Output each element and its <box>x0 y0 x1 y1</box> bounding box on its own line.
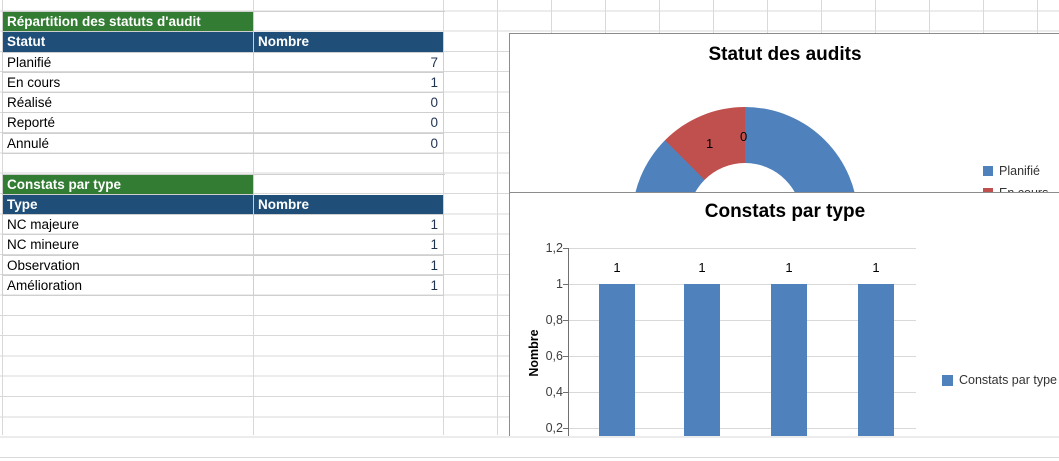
bar-data-label: 1 <box>872 260 880 275</box>
header-nombre[interactable]: Nombre <box>254 194 444 216</box>
table-row: NC majeure 1 <box>3 215 445 236</box>
table-row: Annulé 0 <box>3 133 445 155</box>
cell-statut[interactable]: Annulé <box>3 133 254 155</box>
header-nombre[interactable]: Nombre <box>254 32 444 53</box>
column-gridline <box>497 0 498 435</box>
legend-swatch-constats-icon <box>942 374 953 386</box>
table-row: Planifié 7 <box>3 52 445 73</box>
cell-nombre[interactable]: 1 <box>254 72 444 94</box>
y-tick-label: 0,4 <box>545 385 563 399</box>
bar-observation <box>771 284 807 436</box>
legend-item-planifie: Planifié <box>983 164 1040 178</box>
cell-statut[interactable]: Planifié <box>3 52 254 73</box>
bar-data-label: 1 <box>698 260 706 275</box>
legend-item-constats: Constats par type <box>942 373 1057 387</box>
y-axis-tick <box>563 392 568 393</box>
pie-data-label-zero: 0 <box>740 129 748 144</box>
bar-chart-title: Constats par type <box>704 201 866 222</box>
y-axis-tick <box>563 356 568 357</box>
table-title-row: Répartition des statuts d'audit <box>3 12 445 33</box>
y-axis-tick <box>563 248 568 249</box>
cell-nombre[interactable]: 1 <box>254 235 444 256</box>
table-row: Amélioration 1 <box>3 275 445 297</box>
bar-amelioration <box>858 284 894 436</box>
legend-swatch-planifie-icon <box>983 166 993 176</box>
y-tick-label: 1,2 <box>545 241 563 255</box>
cell-statut[interactable]: En cours <box>3 72 254 94</box>
cell-nombre[interactable]: 1 <box>254 215 444 236</box>
header-type[interactable]: Type <box>3 194 254 216</box>
cell-type[interactable]: Amélioration <box>3 275 254 297</box>
cell-nombre[interactable]: 0 <box>254 133 444 155</box>
y-tick-label: 0,6 <box>545 349 563 363</box>
bar-data-label: 1 <box>613 260 621 275</box>
cell-nombre[interactable]: 1 <box>254 255 444 276</box>
table-header-row: Type Nombre <box>3 194 445 216</box>
cell-type[interactable]: Observation <box>3 255 254 276</box>
y-axis-tick <box>563 284 568 285</box>
y-tick-label: 0,2 <box>545 421 563 435</box>
y-axis-tick <box>563 320 568 321</box>
cell-type[interactable]: NC majeure <box>3 215 254 236</box>
cell-type[interactable]: NC mineure <box>3 235 254 256</box>
gridline <box>568 356 916 357</box>
pie-chart-statut-des-audits[interactable]: Statut des audits 1 0 Planifié En cours <box>509 33 1059 193</box>
legend-label-planifie: Planifié <box>999 164 1040 178</box>
table-title-cell[interactable]: Répartition des statuts d'audit <box>3 12 254 33</box>
pie-data-label-en-cours: 1 <box>706 136 714 151</box>
bar-data-label: 1 <box>785 260 793 275</box>
pie-chart-title: Statut des audits <box>708 44 862 65</box>
cell-nombre[interactable]: 0 <box>254 93 444 114</box>
gridline <box>568 428 916 429</box>
table-row: En cours 1 <box>3 72 445 94</box>
y-tick-label: 0,8 <box>545 313 563 327</box>
header-statut[interactable]: Statut <box>3 32 254 53</box>
table-constats-par-type: Constats par type Type Nombre NC majeure… <box>2 173 445 297</box>
table-row: Réalisé 0 <box>3 93 445 114</box>
cell-nombre[interactable]: 0 <box>254 113 444 134</box>
legend-item-en-cours: En cours <box>983 186 1048 193</box>
gridline <box>568 284 916 285</box>
gridline <box>568 392 916 393</box>
legend-label-en-cours: En cours <box>999 186 1049 193</box>
table-title-row: Constats par type <box>3 174 445 195</box>
legend-swatch-en-cours-icon <box>983 188 993 193</box>
bar-chart-constats-par-type[interactable]: Constats par type 1,2 1 0,8 0,6 0,4 0,2 … <box>509 192 1059 436</box>
bar-nc-mineure <box>684 284 720 436</box>
y-axis-line <box>568 248 569 436</box>
table-title-cell[interactable]: Constats par type <box>3 174 254 195</box>
table-header-row: Statut Nombre <box>3 32 445 53</box>
cell-statut[interactable]: Reporté <box>3 113 254 134</box>
table-row: Reporté 0 <box>3 113 445 134</box>
cell-nombre[interactable]: 1 <box>254 275 444 297</box>
table-row: NC mineure 1 <box>3 235 445 256</box>
cell-statut[interactable]: Réalisé <box>3 93 254 114</box>
y-axis-title: Nombre <box>527 329 541 377</box>
table-statuts-audit: Répartition des statuts d'audit Statut N… <box>2 11 445 155</box>
y-tick-label: 1 <box>556 277 563 291</box>
gridline <box>568 320 916 321</box>
gridline <box>568 248 916 249</box>
legend-label-constats: Constats par type <box>959 373 1057 387</box>
cell-nombre[interactable]: 7 <box>254 52 444 73</box>
bar-nc-majeure <box>599 284 635 436</box>
table-row: Observation 1 <box>3 255 445 276</box>
y-axis-tick <box>563 428 568 429</box>
